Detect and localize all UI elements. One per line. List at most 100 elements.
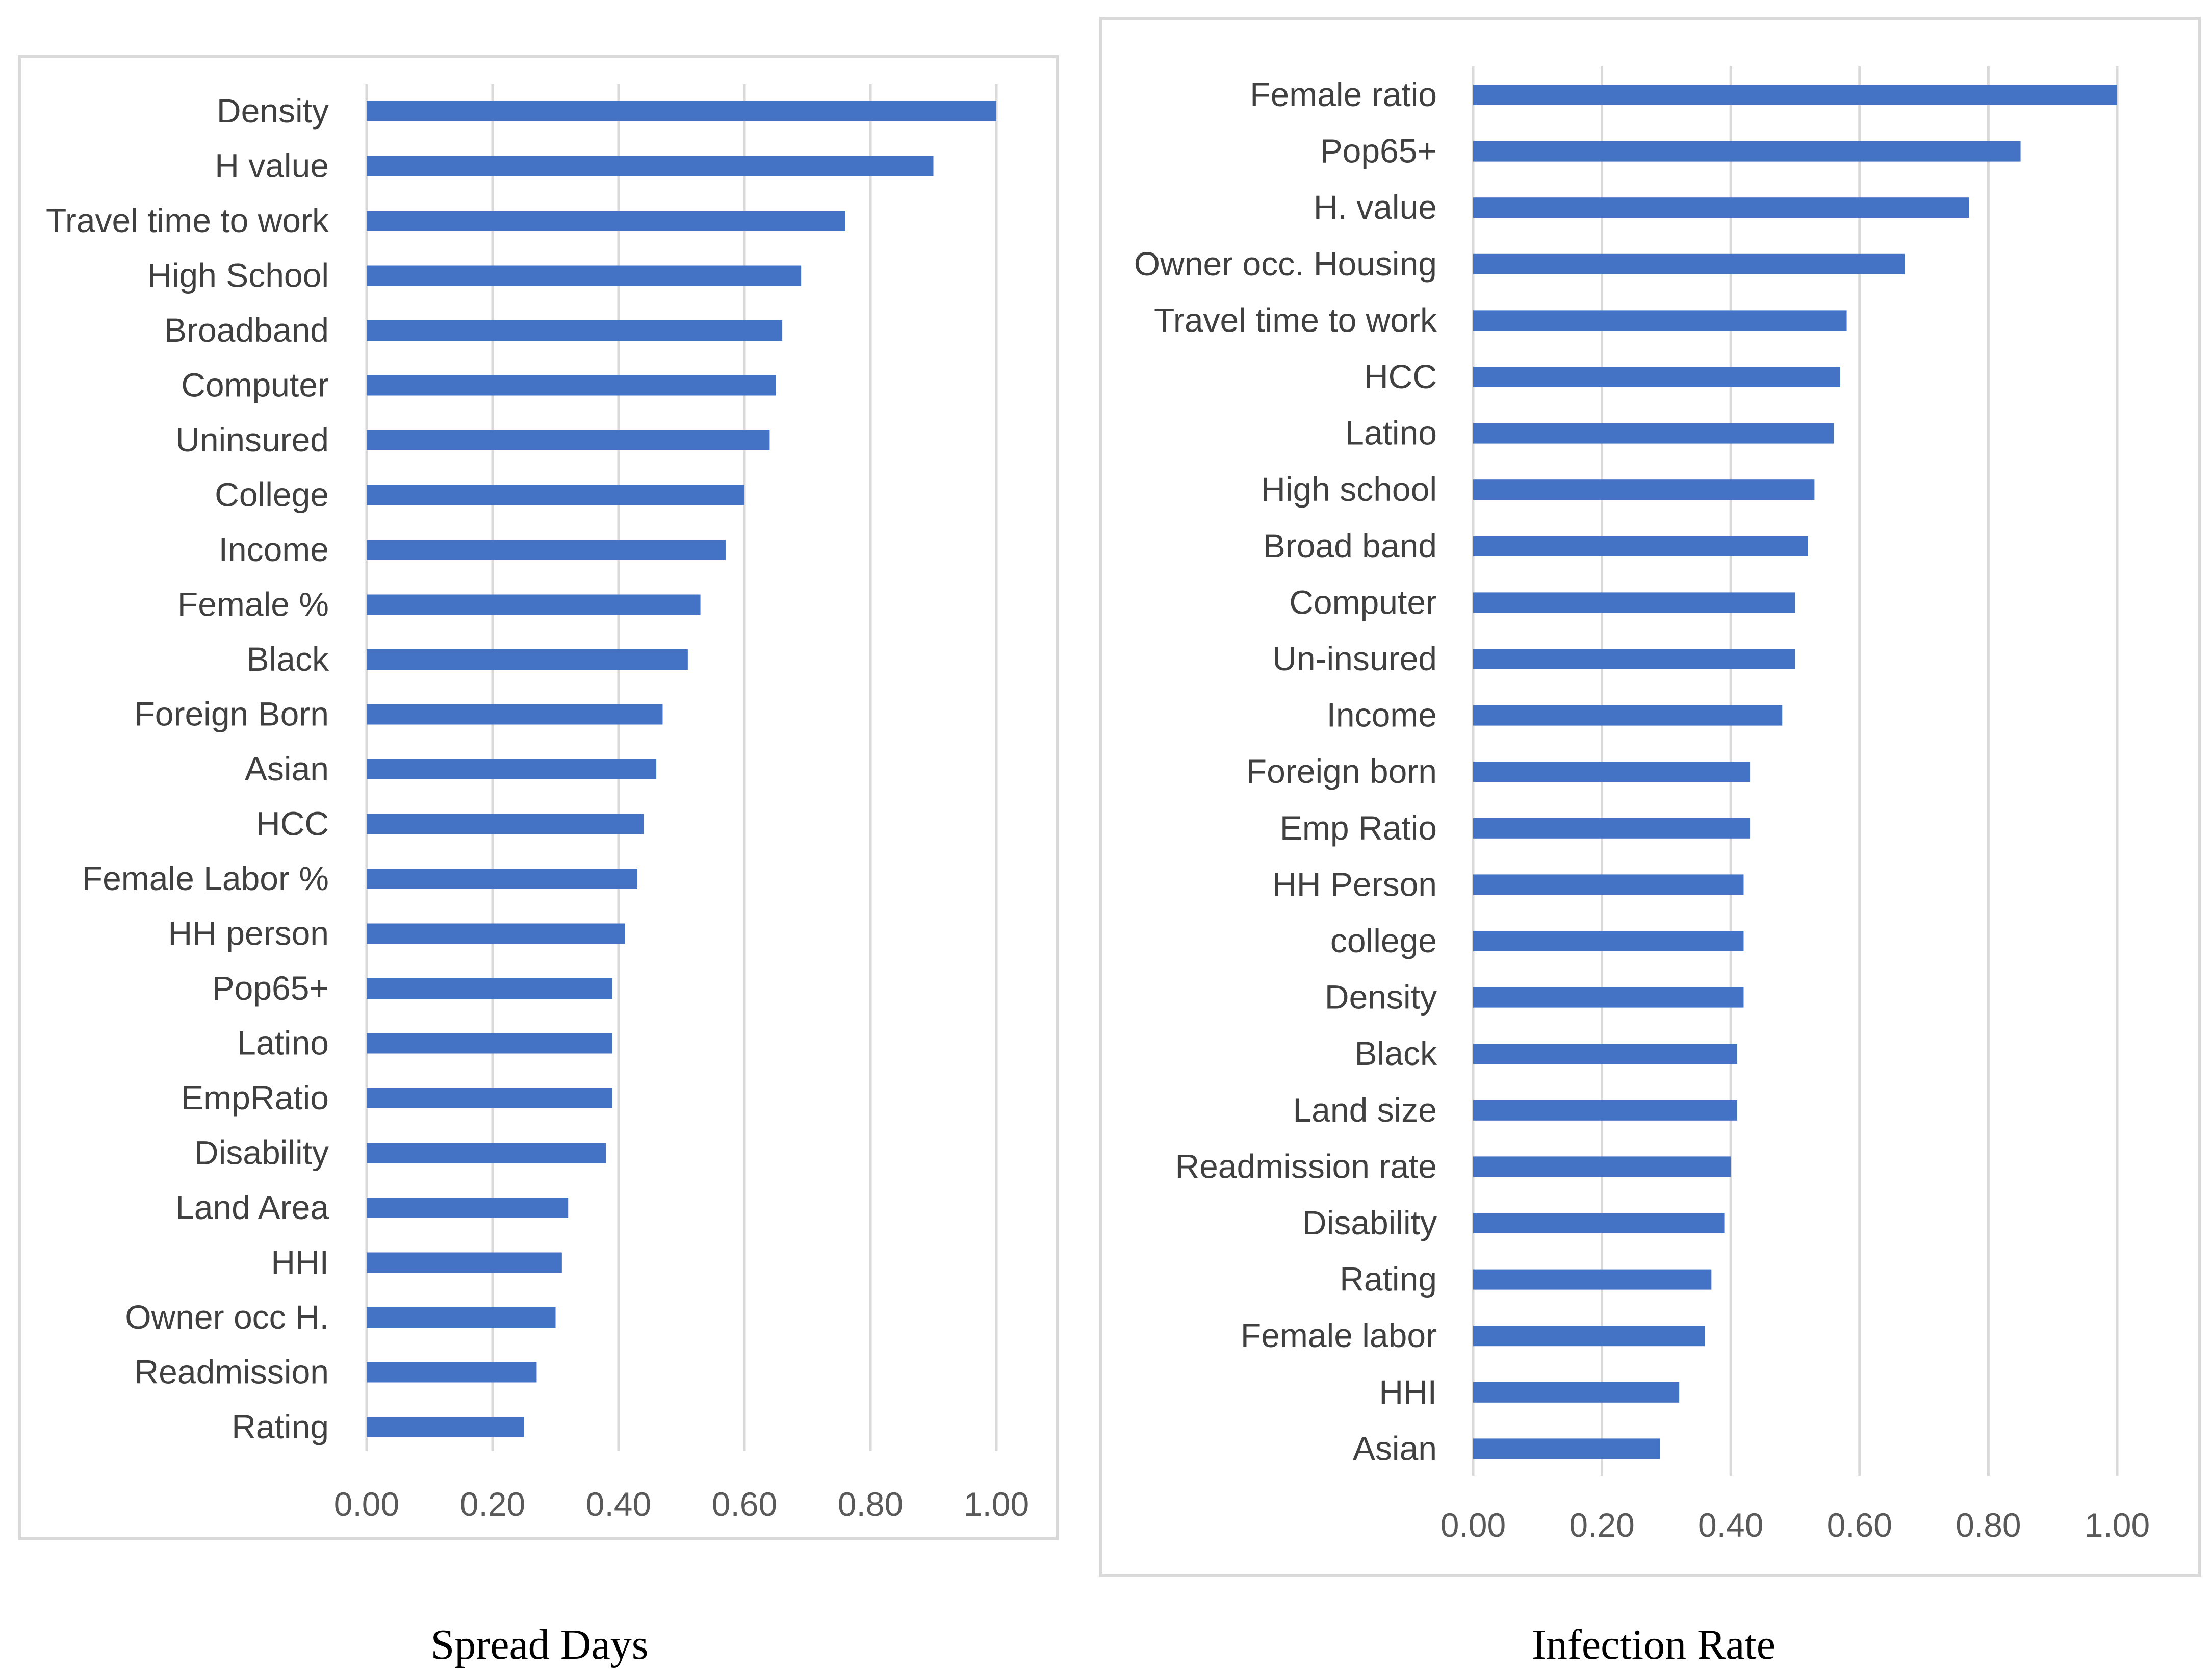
category-label: Latino (237, 1024, 329, 1062)
x-tick-label: 0.20 (1569, 1506, 1634, 1544)
bar (1473, 1044, 1737, 1064)
category-label: Owner occ H. (125, 1298, 329, 1336)
bar (367, 156, 934, 176)
bar (1473, 197, 1969, 218)
bar (367, 430, 770, 450)
bar (367, 704, 663, 725)
category-label: Owner occ. Housing (1134, 245, 1437, 283)
bar (367, 1252, 562, 1273)
bar (367, 540, 726, 560)
chart-caption: Infection Rate (1532, 1621, 1776, 1668)
bar (367, 978, 612, 999)
bar (1473, 1100, 1737, 1121)
bar (367, 759, 657, 779)
category-label: Un-insured (1272, 640, 1437, 677)
category-label: College (215, 476, 329, 514)
bar (367, 1033, 612, 1054)
category-label: HH person (168, 915, 329, 952)
bar (1473, 649, 1795, 669)
category-label: Female ratio (1250, 75, 1437, 113)
category-label: Travel time to work (46, 201, 329, 239)
bar (1473, 987, 1744, 1008)
bar (1473, 1156, 1731, 1177)
bar (1473, 705, 1783, 726)
category-label: HH Person (1272, 865, 1437, 903)
bar (367, 1088, 612, 1108)
bar (367, 649, 688, 670)
category-label: Readmission rate (1175, 1147, 1437, 1185)
bar (1473, 141, 2021, 162)
x-tick-label: 0.20 (460, 1485, 525, 1523)
category-label: Pop65+ (212, 969, 329, 1007)
bar (367, 1143, 606, 1163)
x-tick-label: 0.40 (586, 1485, 651, 1523)
category-label: Income (219, 530, 329, 568)
bar (367, 1198, 569, 1218)
bar (1473, 367, 1840, 387)
bar (367, 1307, 556, 1328)
category-label: Foreign born (1246, 752, 1437, 790)
chart-frame (1099, 17, 2201, 1577)
category-label: Latino (1345, 414, 1437, 452)
bar (1473, 1326, 1705, 1347)
category-label: H. value (1314, 188, 1437, 226)
bar (1473, 592, 1795, 613)
chart-frame (18, 55, 1059, 1540)
category-label: HHI (271, 1244, 329, 1281)
category-label: Density (217, 92, 329, 130)
infection-rate-chart: Female ratio Pop65+ H. value Owner occ. Hou… (1099, 17, 2201, 1668)
category-label: Travel time to work (1154, 301, 1437, 339)
category-label: High school (1261, 470, 1437, 508)
bar (367, 1362, 537, 1383)
bar (367, 211, 845, 231)
category-label: Rating (232, 1408, 329, 1445)
category-label: Computer (1289, 583, 1437, 621)
category-label: college (1330, 922, 1437, 959)
category-label: Uninsured (175, 421, 329, 459)
category-label: Foreign Born (134, 695, 329, 733)
category-label: Emp Ratio (1280, 809, 1437, 847)
spread-days-chart: Density H value Travel time to work High Sc… (18, 55, 1059, 1668)
category-label: Computer (181, 366, 329, 404)
x-tick-label: 0.40 (1698, 1506, 1763, 1544)
category-label: Asian (1353, 1429, 1437, 1467)
category-label: Broad band (1263, 527, 1437, 565)
x-tick-label: 0.80 (838, 1485, 903, 1523)
bar (1473, 874, 1744, 895)
x-tick-label: 0.80 (1956, 1506, 2021, 1544)
category-label: Black (1355, 1034, 1437, 1072)
bar (367, 923, 625, 944)
category-label: Land Area (175, 1188, 329, 1226)
category-label: Income (1327, 696, 1437, 734)
category-label: Rating (1340, 1260, 1437, 1298)
x-tick-label: 1.00 (964, 1485, 1029, 1523)
x-tick-label: 0.00 (334, 1485, 399, 1523)
bar (1473, 479, 1815, 500)
category-label: H value (215, 147, 329, 185)
bar (367, 485, 744, 505)
x-tick-label: 0.60 (1827, 1506, 1892, 1544)
category-label: EmpRatio (181, 1079, 329, 1117)
category-label: Female labor (1241, 1316, 1437, 1354)
bar (367, 265, 802, 286)
category-label: Female Labor % (82, 859, 329, 897)
x-tick-label: 0.60 (712, 1485, 777, 1523)
bar (1473, 762, 1751, 782)
bar (367, 869, 638, 889)
category-label: HCC (1364, 358, 1437, 395)
bar (1473, 1382, 1680, 1403)
bar (1473, 931, 1744, 951)
bar (1473, 423, 1834, 444)
bar (1473, 85, 2117, 105)
category-label: Black (247, 640, 329, 678)
category-label: Readmission (135, 1353, 329, 1391)
chart-caption: Spread Days (431, 1621, 649, 1668)
bar (367, 375, 776, 396)
category-label: HHI (1379, 1373, 1437, 1411)
category-label: HCC (256, 805, 329, 843)
bar (367, 1417, 524, 1437)
bar (367, 814, 644, 834)
category-label: Pop65+ (1320, 132, 1437, 170)
category-label: Density (1325, 978, 1437, 1016)
x-tick-label: 0.00 (1441, 1506, 1506, 1544)
